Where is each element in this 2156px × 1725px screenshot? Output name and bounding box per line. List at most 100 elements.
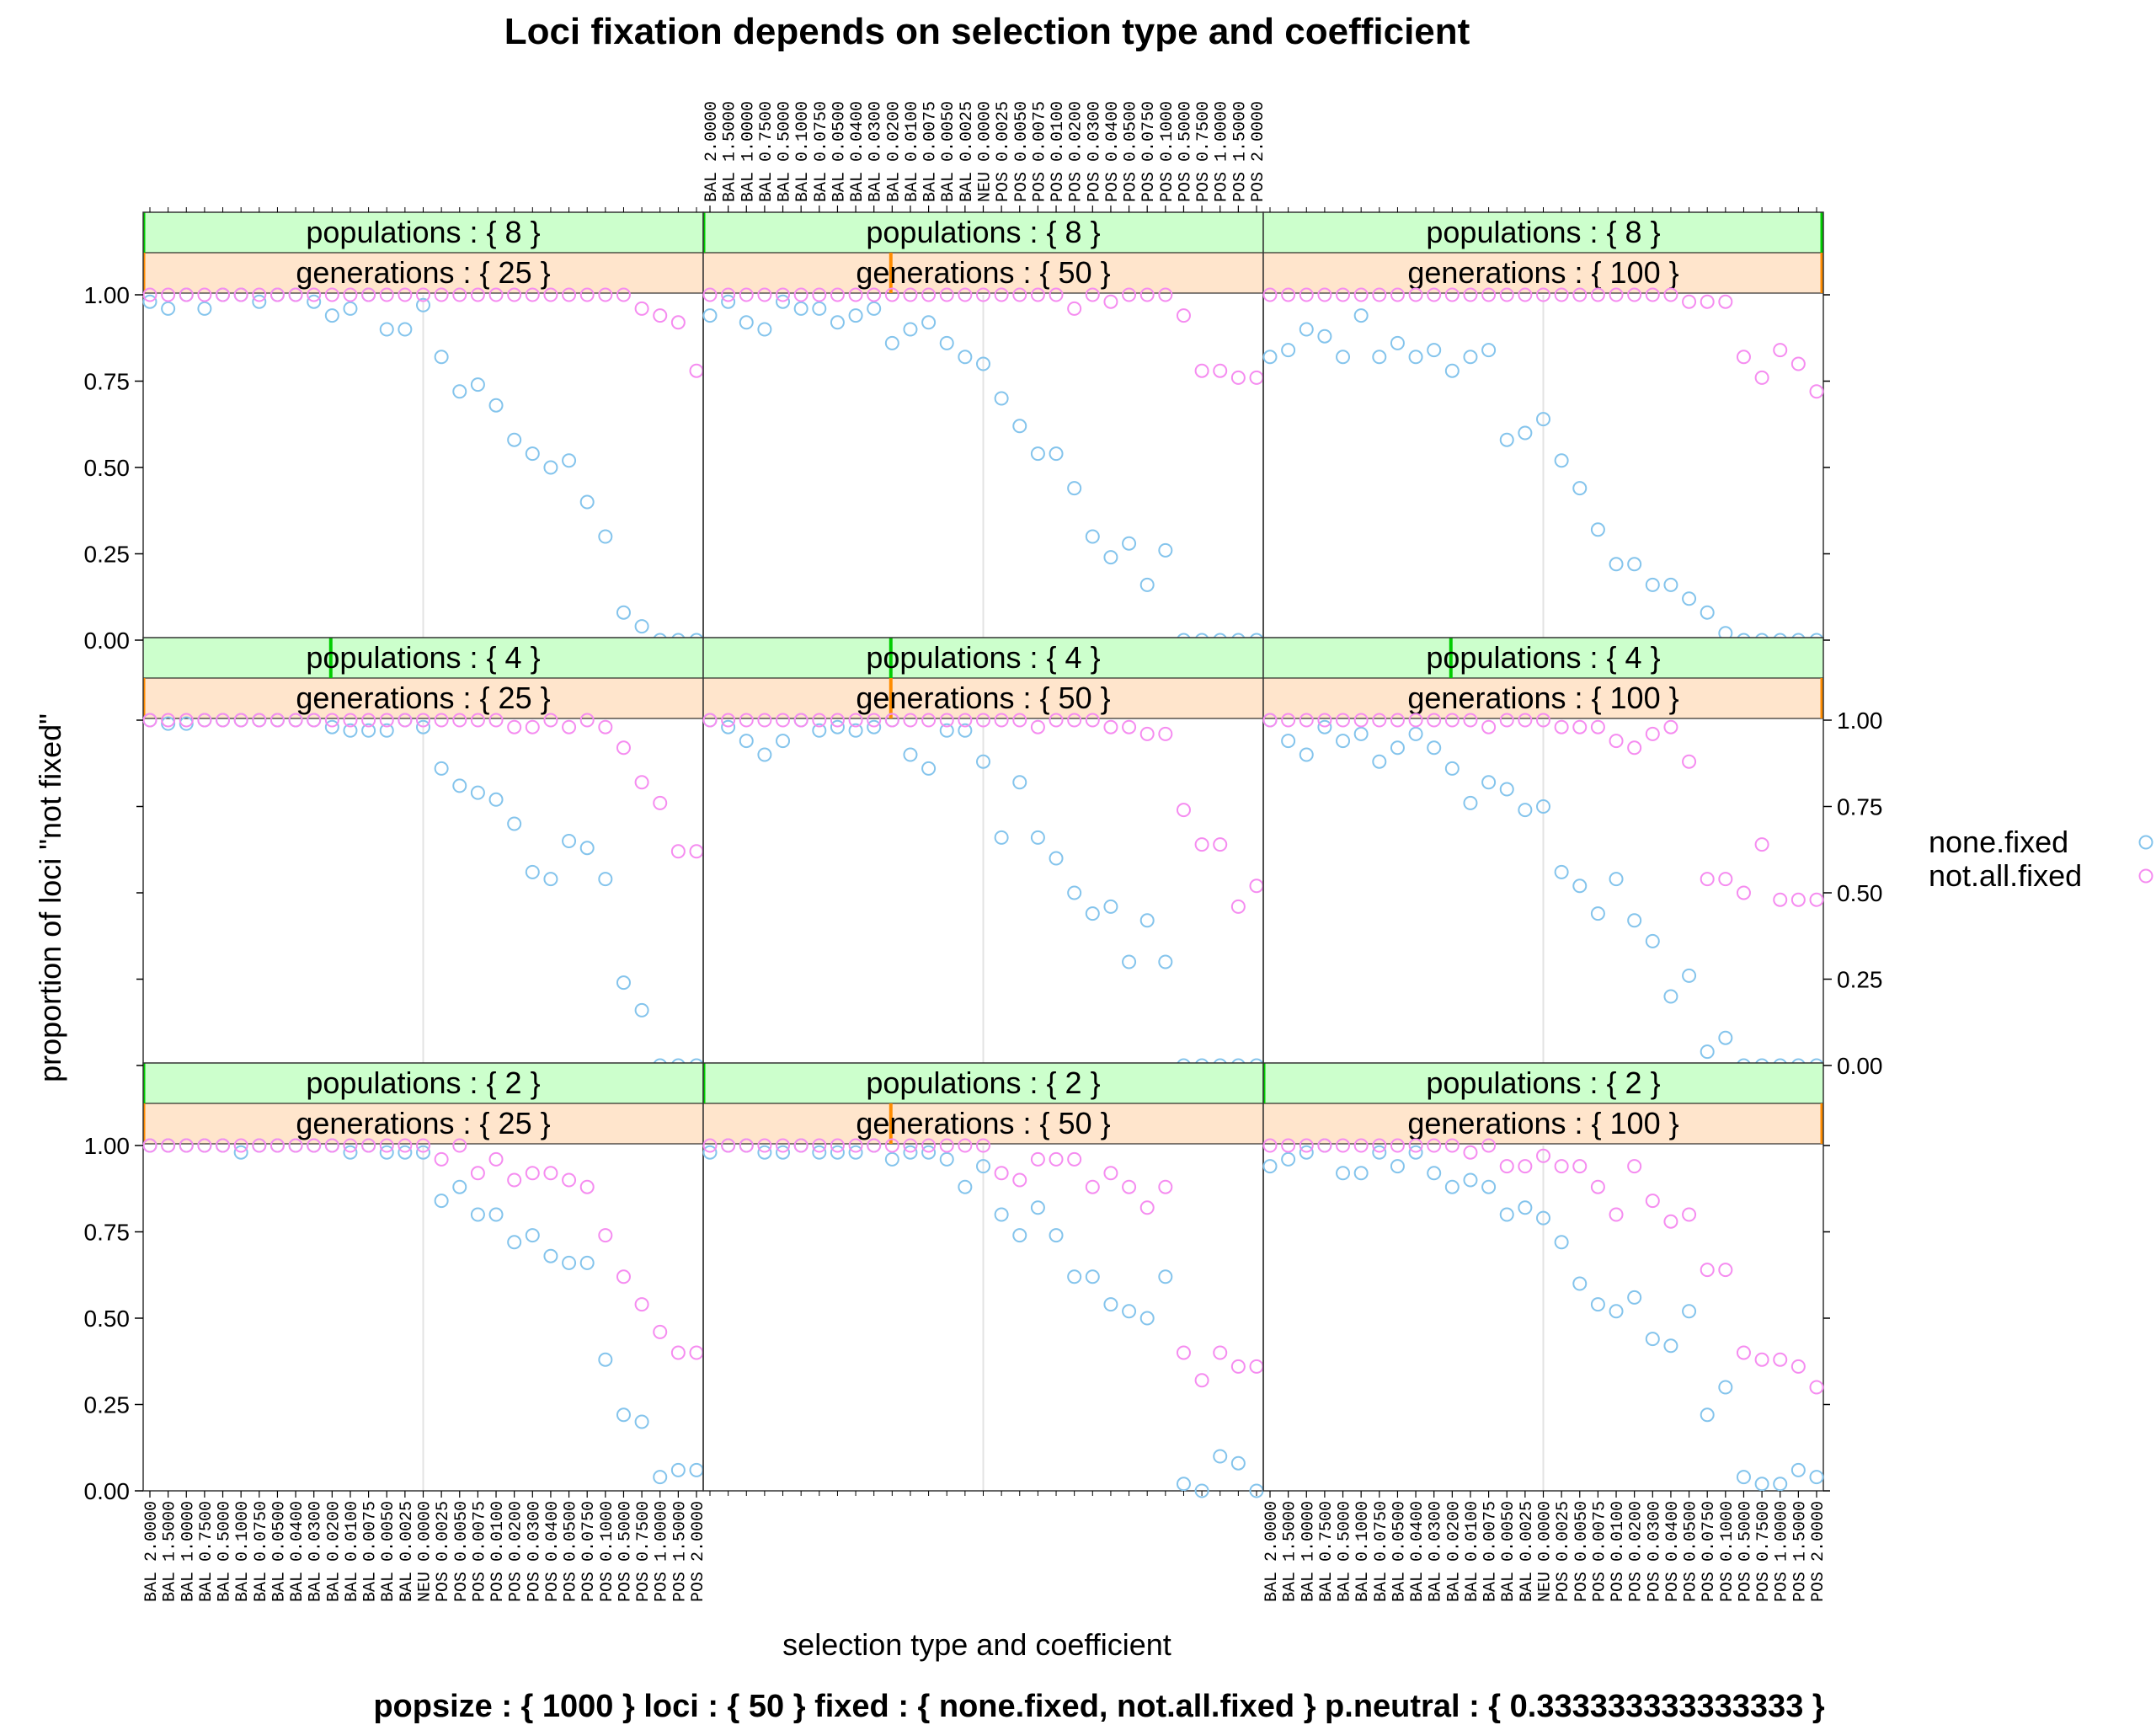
x-tick-label: POS 0.0100	[1049, 101, 1068, 202]
not-all-fixed-point	[1499, 287, 1514, 302]
not-all-fixed-point	[1463, 1145, 1478, 1160]
not-all-fixed-point	[270, 1138, 285, 1153]
not-all-fixed-point	[1754, 370, 1769, 385]
y-tick-label: 0.50	[84, 1306, 131, 1332]
x-tick-label: BAL 2.0000	[142, 1501, 162, 1602]
not-all-fixed-point	[1536, 1148, 1550, 1163]
not-all-fixed-point	[324, 287, 339, 302]
x-tick-label: POS 0.0025	[434, 1501, 453, 1602]
not-all-fixed-point	[1176, 308, 1191, 323]
not-all-fixed-point	[1518, 287, 1533, 302]
none-fixed-point	[434, 350, 449, 365]
not-all-fixed-point	[525, 719, 540, 734]
not-all-fixed-point	[416, 713, 430, 728]
not-all-fixed-point	[1012, 287, 1027, 302]
not-all-fixed-point	[958, 1138, 973, 1153]
not-all-fixed-point	[252, 287, 267, 302]
not-all-fixed-point	[867, 1138, 882, 1153]
not-all-fixed-point	[1463, 713, 1478, 728]
not-all-fixed-point	[739, 713, 754, 728]
not-all-fixed-point	[1663, 1214, 1678, 1229]
not-all-fixed-point	[903, 287, 918, 302]
not-all-fixed-point	[179, 713, 194, 728]
not-all-fixed-point	[884, 713, 899, 728]
not-all-fixed-point	[1481, 1138, 1497, 1153]
x-tick-label: BAL 0.0025	[958, 101, 977, 202]
none-fixed-point	[1663, 1338, 1678, 1354]
not-all-fixed-point	[958, 713, 973, 728]
not-all-fixed-point	[1012, 1172, 1027, 1188]
none-fixed-point	[543, 872, 558, 887]
x-tick-label: BAL 0.0750	[1372, 1501, 1391, 1602]
not-all-fixed-point	[884, 1138, 899, 1153]
none-fixed-point	[1085, 529, 1100, 544]
not-all-fixed-point	[488, 287, 504, 302]
none-fixed-point	[1336, 1166, 1351, 1181]
x-tick-label: POS 0.0500	[562, 1501, 581, 1602]
x-tick-label: BAL 0.0400	[1408, 1501, 1428, 1602]
x-tick-label: POS 0.0750	[1139, 101, 1159, 202]
not-all-fixed-point	[958, 287, 973, 302]
none-fixed-point	[1590, 522, 1605, 537]
x-tick-label: BAL 0.0100	[343, 1501, 362, 1602]
not-all-fixed-point	[1536, 287, 1550, 302]
x-tick-label: POS 1.0000	[1213, 101, 1232, 202]
none-fixed-point	[598, 1352, 613, 1367]
not-all-fixed-point	[939, 713, 954, 728]
strip-generations	[142, 677, 704, 719]
y-tick-label: 0.75	[1837, 794, 1883, 820]
none-fixed-point	[921, 315, 937, 330]
not-all-fixed-point	[1754, 1352, 1769, 1367]
not-all-fixed-point	[1049, 713, 1064, 728]
not-all-fixed-point	[434, 713, 449, 728]
not-all-fixed-point	[976, 713, 990, 728]
not-all-fixed-point	[1736, 885, 1751, 900]
none-fixed-point	[1554, 864, 1569, 879]
none-fixed-point	[1012, 775, 1027, 790]
none-fixed-point	[1299, 322, 1314, 337]
panel: populations : { 2 } generations : { 25 }	[142, 1062, 704, 1492]
none-fixed-point	[307, 294, 322, 309]
not-all-fixed-point	[848, 713, 863, 728]
none-fixed-point	[1499, 782, 1514, 797]
not-all-fixed-point	[1536, 713, 1550, 728]
not-all-fixed-point	[653, 795, 668, 810]
x-tick-label: POS 1.5000	[1230, 101, 1250, 202]
y-tick-label: 0.00	[84, 628, 131, 654]
not-all-fixed-point	[1139, 287, 1155, 302]
none-fixed-point	[1554, 453, 1569, 468]
not-all-fixed-point	[179, 1138, 194, 1153]
x-tick-label: BAL 1.5000	[1281, 1501, 1300, 1602]
none-fixed-point	[1230, 1455, 1246, 1471]
none-fixed-point	[416, 297, 430, 312]
none-fixed-point	[1012, 1228, 1027, 1243]
not-all-fixed-point	[161, 713, 176, 728]
x-tick-label: NEU 0.0000	[416, 1501, 435, 1602]
not-all-fixed-point	[1627, 287, 1642, 302]
not-all-fixed-point	[1353, 287, 1369, 302]
not-all-fixed-point	[1700, 1263, 1715, 1278]
none-fixed-point	[1609, 1304, 1624, 1319]
none-fixed-point	[1590, 1297, 1605, 1312]
none-fixed-point	[1463, 795, 1478, 810]
not-all-fixed-point	[1682, 1207, 1697, 1222]
none-fixed-point	[1408, 350, 1423, 365]
x-tick-label: BAL 0.0300	[867, 101, 886, 202]
none-fixed-point	[1444, 761, 1460, 776]
not-all-fixed-point	[324, 1138, 339, 1153]
not-all-fixed-point	[689, 1345, 704, 1360]
not-all-fixed-point	[1317, 713, 1332, 728]
not-all-fixed-point	[1481, 719, 1497, 734]
not-all-fixed-point	[398, 287, 413, 302]
none-fixed-point	[921, 1145, 937, 1160]
not-all-fixed-point	[702, 713, 718, 728]
none-fixed-point	[1790, 1462, 1806, 1477]
not-all-fixed-point	[1390, 713, 1405, 728]
none-fixed-point	[848, 1145, 863, 1160]
none-fixed-point	[1481, 775, 1497, 790]
not-all-fixed-point	[1030, 719, 1045, 734]
not-all-fixed-point	[1609, 734, 1624, 749]
none-fixed-point	[525, 1228, 540, 1243]
legend-marker	[2138, 835, 2153, 850]
